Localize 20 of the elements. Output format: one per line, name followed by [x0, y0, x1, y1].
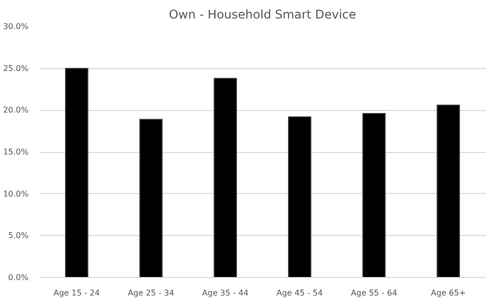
bar [288, 116, 312, 278]
x-tick-label: Age 35 - 44 [202, 288, 249, 298]
y-tick-label: 10.0% [3, 189, 29, 198]
y-tick-label: 5.0% [8, 231, 29, 240]
x-tick-label: Age 55 - 64 [350, 288, 398, 298]
bar [214, 78, 237, 278]
y-tick-label: 15.0% [3, 148, 29, 156]
bar [436, 104, 460, 278]
x-tick-label: Age 45 - 54 [276, 288, 323, 298]
y-tick-label: 0.0% [8, 273, 29, 282]
bar [139, 118, 163, 278]
y-tick-label: 20.0% [3, 106, 29, 115]
bar [362, 113, 386, 278]
bar [65, 68, 88, 278]
y-tick-label: 25.0% [3, 64, 29, 73]
x-tick-label: Age 15 - 24 [53, 288, 100, 298]
x-tick-label: Age 25 - 34 [128, 288, 174, 298]
y-tick-label: 30.0% [3, 22, 29, 31]
x-tick-label: Age 65+ [430, 288, 466, 298]
chart-title: Own - Household Smart Device [168, 8, 356, 22]
